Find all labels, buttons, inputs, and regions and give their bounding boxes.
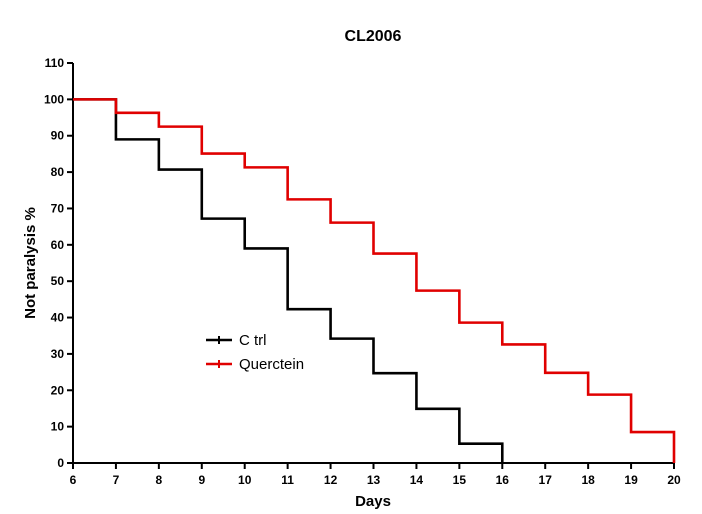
y-tick-label: 20 bbox=[51, 383, 65, 397]
x-tick-label: 6 bbox=[70, 473, 77, 487]
x-tick-label: 13 bbox=[367, 473, 381, 487]
series-line-1 bbox=[73, 98, 504, 463]
y-tick-label: 40 bbox=[51, 311, 65, 325]
y-axis-label: Not paralysis % bbox=[22, 207, 39, 319]
y-tick-label: 10 bbox=[51, 420, 65, 434]
chart-title: CL2006 bbox=[345, 28, 402, 45]
legend-label: Querctein bbox=[239, 356, 304, 373]
y-tick-label: 90 bbox=[51, 129, 65, 143]
x-axis-label: Days bbox=[355, 493, 391, 510]
x-tick-label: 7 bbox=[113, 473, 120, 487]
x-tick-label: 11 bbox=[281, 473, 294, 487]
y-tick-label: 50 bbox=[51, 274, 65, 288]
y-tick-label: 60 bbox=[51, 238, 65, 252]
x-tick-label: 15 bbox=[453, 473, 467, 487]
x-tick-label: 12 bbox=[324, 473, 338, 487]
y-tick-label: 100 bbox=[44, 92, 64, 106]
series-line-2 bbox=[73, 98, 676, 463]
x-tick-label: 20 bbox=[667, 473, 681, 487]
series-layer bbox=[73, 98, 676, 463]
y-tick-label: 70 bbox=[51, 201, 65, 215]
x-tick-label: 8 bbox=[156, 473, 163, 487]
legend: C trl Querctein bbox=[206, 332, 304, 373]
legend-entry-2: Querctein bbox=[206, 356, 304, 373]
legend-label: C trl bbox=[239, 332, 267, 349]
y-tick-label: 0 bbox=[57, 456, 64, 470]
x-tick-label: 10 bbox=[238, 473, 252, 487]
y-tick-label: 80 bbox=[51, 165, 65, 179]
x-tick-label: 18 bbox=[581, 473, 595, 487]
x-tick-label: 9 bbox=[198, 473, 205, 487]
x-tick-label: 16 bbox=[496, 473, 510, 487]
axes: 0 10 20 30 40 50 60 70 80 90 100 110 6 7 8 9 10 11 12 13 14 1… bbox=[44, 56, 681, 487]
legend-entry-1: C trl bbox=[206, 332, 267, 349]
y-tick-label: 30 bbox=[51, 347, 65, 361]
y-tick-label: 110 bbox=[45, 56, 65, 70]
x-tick-label: 19 bbox=[624, 473, 638, 487]
x-tick-label: 17 bbox=[539, 473, 553, 487]
x-tick-label: 14 bbox=[410, 473, 424, 487]
